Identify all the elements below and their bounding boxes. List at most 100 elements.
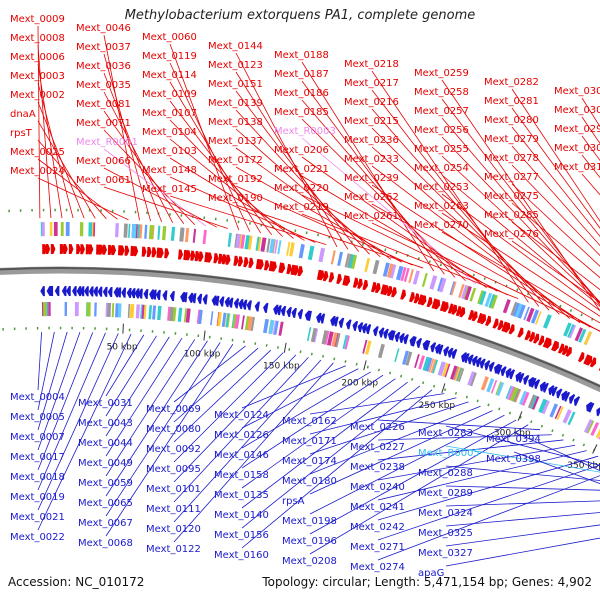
feature-category-tick [115,223,119,238]
forward-gene-arrow [420,295,427,306]
reverse-label-leader [241,378,396,489]
feature-category-tick [574,327,584,342]
feature-category-tick [135,304,140,319]
forward-gene-arrow [207,252,213,263]
reverse-gene-arrow [352,320,359,332]
forward-label-leader [169,43,240,231]
feature-category-tick [467,371,475,386]
forward-gene-arrow [344,275,351,286]
reverse-gene-arrow [48,286,54,297]
feature-category-tick [198,309,203,325]
feature-category-tick [172,307,177,322]
reverse-gene-arrow [471,355,478,366]
feature-category-tick [210,311,214,326]
reverse-gene-arrow [254,301,260,312]
reverse-gene-label: Mext_0043 [78,418,133,429]
reverse-gene-arrow [72,286,77,297]
feature-category-tick [136,224,140,239]
reverse-gene-arrow [102,286,108,297]
feature-category-tick [277,240,282,255]
forward-gene-arrow [561,344,568,356]
reverse-gene-label: Mext_0031 [78,398,133,409]
feature-category-tick [568,324,577,339]
feature-category-tick [351,254,358,270]
feature-category-tick [412,270,420,285]
reverse-gene-arrow [505,368,512,379]
forward-gene-label: Mext_0254 [414,163,469,174]
reverse-gene-arrow [182,292,188,303]
forward-gene-arrow [88,244,94,255]
feature-category-tick [567,411,576,426]
scale-tick-mark [122,323,124,334]
reverse-label-leader [513,451,600,485]
reverse-gene-labels: Mext_0004 Mext_0005 Mext_0007 Mext_0017 Mext… [10,331,600,579]
reverse-label-leader [105,334,145,397]
forward-gene-label: dnaA [10,109,36,120]
reverse-gene-arrow [319,313,326,324]
forward-label-leader [37,177,129,221]
reverse-feature-band [41,302,600,440]
scale-tick-label: 100 kbp [184,349,221,359]
forward-label-leader [511,202,600,279]
reverse-gene-arrow [463,353,470,364]
forward-gene-arrow [374,282,381,294]
forward-label-leader [235,166,402,263]
forward-gene-label: Mext_0009 [10,14,65,25]
reverse-gene-label: Mext_0069 [146,404,201,415]
feature-category-tick [106,302,112,318]
feature-category-tick [183,308,187,323]
forward-label-leader [441,212,600,317]
reverse-gene-arrow [424,340,431,351]
reverse-label-leader [309,410,493,495]
forward-gene-arrow [50,244,56,255]
feature-category-tick [418,355,426,370]
reverse-gene-label: Mext_0135 [214,490,269,501]
feature-category-tick [318,247,326,263]
feature-category-tick [177,307,183,322]
forward-gene-arrow [164,248,170,259]
feature-category-tick [170,226,176,241]
reverse-gene-arrow [228,297,234,308]
forward-gene-label: Mext_0002 [10,90,65,101]
forward-label-leader [371,222,600,332]
forward-gene-label: Mext_0276 [484,229,539,240]
feature-category-tick [289,242,295,257]
feature-category-tick [526,307,535,323]
forward-label-leader [371,203,600,332]
forward-label-leader [371,89,540,307]
reverse-gene-arrow [437,344,444,355]
feature-category-tick [111,303,115,318]
forward-label-leader [169,100,273,236]
feature-category-tick [42,302,48,317]
feature-category-tick [330,250,336,265]
reverse-label-leader [445,465,600,481]
feature-category-tick [479,290,487,306]
reverse-label-leader [105,336,170,437]
forward-gene-arrow [225,254,231,265]
reverse-gene-label: Mext_0122 [146,544,201,555]
feature-category-tick [469,287,477,302]
forward-gene-arrow [400,289,406,300]
reverse-gene-arrow [286,306,292,318]
feature-category-tick [269,238,276,254]
reverse-gene-arrow [443,346,450,357]
feature-category-tick [450,365,458,380]
forward-gene-label: Mext_0003 [10,71,65,82]
reverse-gene-label: Mext_0065 [78,498,133,509]
feature-category-tick [382,262,390,277]
feature-category-tick [578,328,587,343]
reverse-gene-arrow [224,297,230,308]
forward-gene-label: Mext_0151 [208,79,263,90]
reverse-gene-label: Mext_0018 [10,472,65,483]
forward-gene-label: Mext_0036 [76,61,131,72]
feature-category-tick [286,241,291,256]
reverse-gene-arrow [394,331,401,342]
reverse-gene-label: Mext_0140 [214,510,269,521]
forward-gene-label: Mext_0138 [208,117,263,128]
reverse-gene-arrow [126,287,132,298]
forward-gene-arrow [271,261,277,272]
reverse-gene-arrow [596,407,600,417]
feature-category-tick [65,222,70,237]
forward-gene-arrow [297,265,303,277]
feature-category-tick [123,223,128,238]
